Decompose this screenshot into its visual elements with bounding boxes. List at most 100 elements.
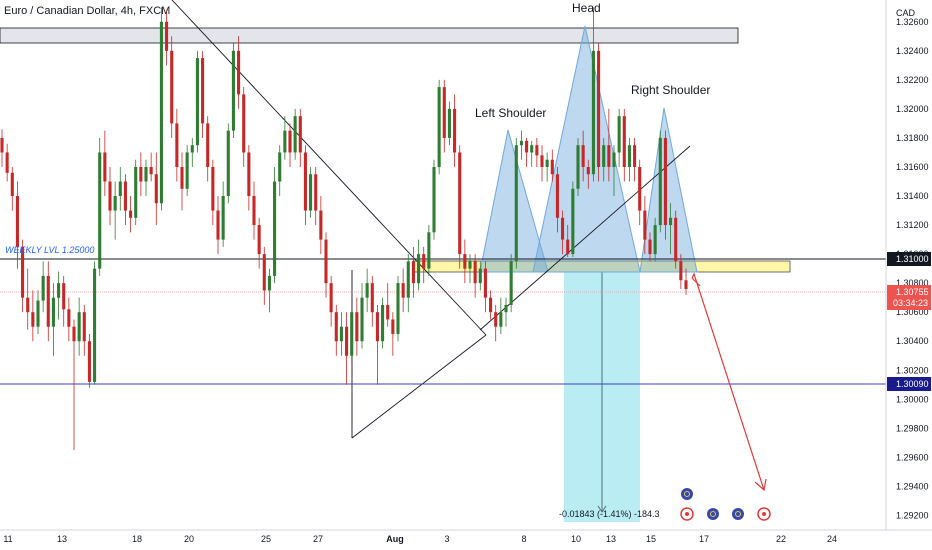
candle-body[interactable]	[329, 283, 333, 313]
head-shape[interactable]	[532, 25, 641, 273]
candle-body[interactable]	[31, 312, 35, 327]
candle-body[interactable]	[607, 145, 611, 167]
candle-body[interactable]	[411, 261, 415, 284]
candle-body[interactable]	[298, 116, 302, 153]
candle-body[interactable]	[334, 312, 338, 342]
candle-body[interactable]	[185, 152, 189, 189]
candle-body[interactable]	[175, 123, 179, 167]
candle-body[interactable]	[283, 130, 287, 153]
candle-body[interactable]	[555, 174, 559, 218]
candle-body[interactable]	[339, 326, 343, 342]
candle-body[interactable]	[98, 152, 102, 269]
candle-body[interactable]	[381, 304, 385, 342]
candle-body[interactable]	[633, 145, 637, 167]
candle-body[interactable]	[10, 172, 14, 197]
candle-body[interactable]	[87, 341, 91, 382]
candle-body[interactable]	[170, 50, 174, 124]
triangle-lower-line[interactable]	[351, 334, 487, 439]
candle-body[interactable]	[314, 174, 318, 211]
candle-body[interactable]	[447, 108, 451, 138]
candle-body[interactable]	[41, 275, 45, 301]
candle-body[interactable]	[293, 116, 297, 153]
candle-body[interactable]	[180, 166, 184, 189]
candle-body[interactable]	[427, 232, 431, 269]
candle-body[interactable]	[46, 275, 50, 327]
left-shoulder-shape[interactable]	[479, 129, 549, 273]
candle-body[interactable]	[108, 181, 112, 211]
candle-body[interactable]	[648, 239, 652, 255]
candle-body[interactable]	[417, 254, 421, 284]
candle-body[interactable]	[504, 304, 508, 313]
candle-body[interactable]	[468, 261, 472, 269]
candle-body[interactable]	[201, 58, 205, 124]
candles[interactable]	[0, 7, 688, 451]
eu-flag-icon[interactable]	[681, 488, 693, 500]
candle-body[interactable]	[612, 152, 616, 167]
candle-body[interactable]	[571, 188, 575, 255]
candle-body[interactable]	[237, 50, 241, 95]
candle-body[interactable]	[422, 254, 426, 269]
candle-body[interactable]	[406, 261, 410, 298]
candle-body[interactable]	[93, 268, 97, 382]
price-axis[interactable]: 1.32600 1.32400 1.32200 1.32000 1.31800 1.316…	[896, 17, 929, 521]
candle-body[interactable]	[499, 312, 503, 327]
candle-body[interactable]	[144, 166, 148, 182]
candle-body[interactable]	[638, 166, 642, 211]
candle-body[interactable]	[622, 116, 626, 167]
candle-body[interactable]	[21, 246, 25, 298]
candle-body[interactable]	[15, 196, 19, 247]
candle-body[interactable]	[195, 58, 199, 146]
candle-body[interactable]	[303, 152, 307, 211]
candle-body[interactable]	[165, 21, 169, 51]
candle-body[interactable]	[514, 145, 518, 262]
candle-body[interactable]	[576, 145, 580, 189]
candle-body[interactable]	[386, 304, 390, 320]
candle-body[interactable]	[478, 268, 482, 284]
candle-body[interactable]	[51, 297, 55, 327]
candle-body[interactable]	[206, 123, 210, 167]
candle-body[interactable]	[278, 152, 282, 182]
candle-body[interactable]	[545, 159, 549, 167]
candle-body[interactable]	[653, 225, 657, 255]
candle-body[interactable]	[67, 309, 71, 327]
candle-body[interactable]	[355, 312, 359, 342]
candle-body[interactable]	[319, 210, 323, 240]
candle-body[interactable]	[216, 210, 220, 240]
supply-zone[interactable]	[0, 27, 739, 44]
candle-body[interactable]	[154, 174, 158, 204]
candle-body[interactable]	[617, 116, 621, 153]
candle-body[interactable]	[432, 166, 436, 233]
candle-body[interactable]	[139, 166, 143, 182]
candle-body[interactable]	[262, 254, 266, 291]
candle-body[interactable]	[586, 166, 590, 175]
candle-body[interactable]	[658, 137, 662, 226]
candle-body[interactable]	[391, 319, 395, 334]
candle-body[interactable]	[597, 50, 601, 167]
candle-body[interactable]	[566, 239, 570, 255]
candle-body[interactable]	[663, 137, 667, 226]
candle-body[interactable]	[458, 152, 462, 255]
candle-body[interactable]	[211, 166, 215, 211]
candle-body[interactable]	[57, 283, 61, 298]
candle-body[interactable]	[242, 94, 246, 153]
event-icons[interactable]	[680, 488, 771, 521]
candle-body[interactable]	[561, 217, 565, 240]
candle-body[interactable]	[36, 300, 40, 327]
candle-body[interactable]	[396, 283, 400, 334]
candle-body[interactable]	[530, 145, 534, 153]
candle-body[interactable]	[453, 108, 457, 153]
candle-body[interactable]	[190, 145, 194, 153]
candle-body[interactable]	[602, 145, 606, 167]
time-axis[interactable]: 11 13 18 20 25 27 Aug 3 8 10 13 15 17 22 24	[3, 534, 837, 544]
candle-body[interactable]	[257, 225, 261, 255]
candle-body[interactable]	[535, 145, 539, 156]
candle-body[interactable]	[62, 283, 66, 310]
candle-body[interactable]	[365, 283, 369, 298]
candle-body[interactable]	[401, 283, 405, 298]
candle-body[interactable]	[509, 261, 513, 305]
candle-body[interactable]	[123, 181, 127, 211]
candle-body[interactable]	[540, 155, 544, 167]
candle-body[interactable]	[72, 326, 76, 342]
candle-body[interactable]	[288, 130, 292, 153]
candle-body[interactable]	[494, 312, 498, 327]
